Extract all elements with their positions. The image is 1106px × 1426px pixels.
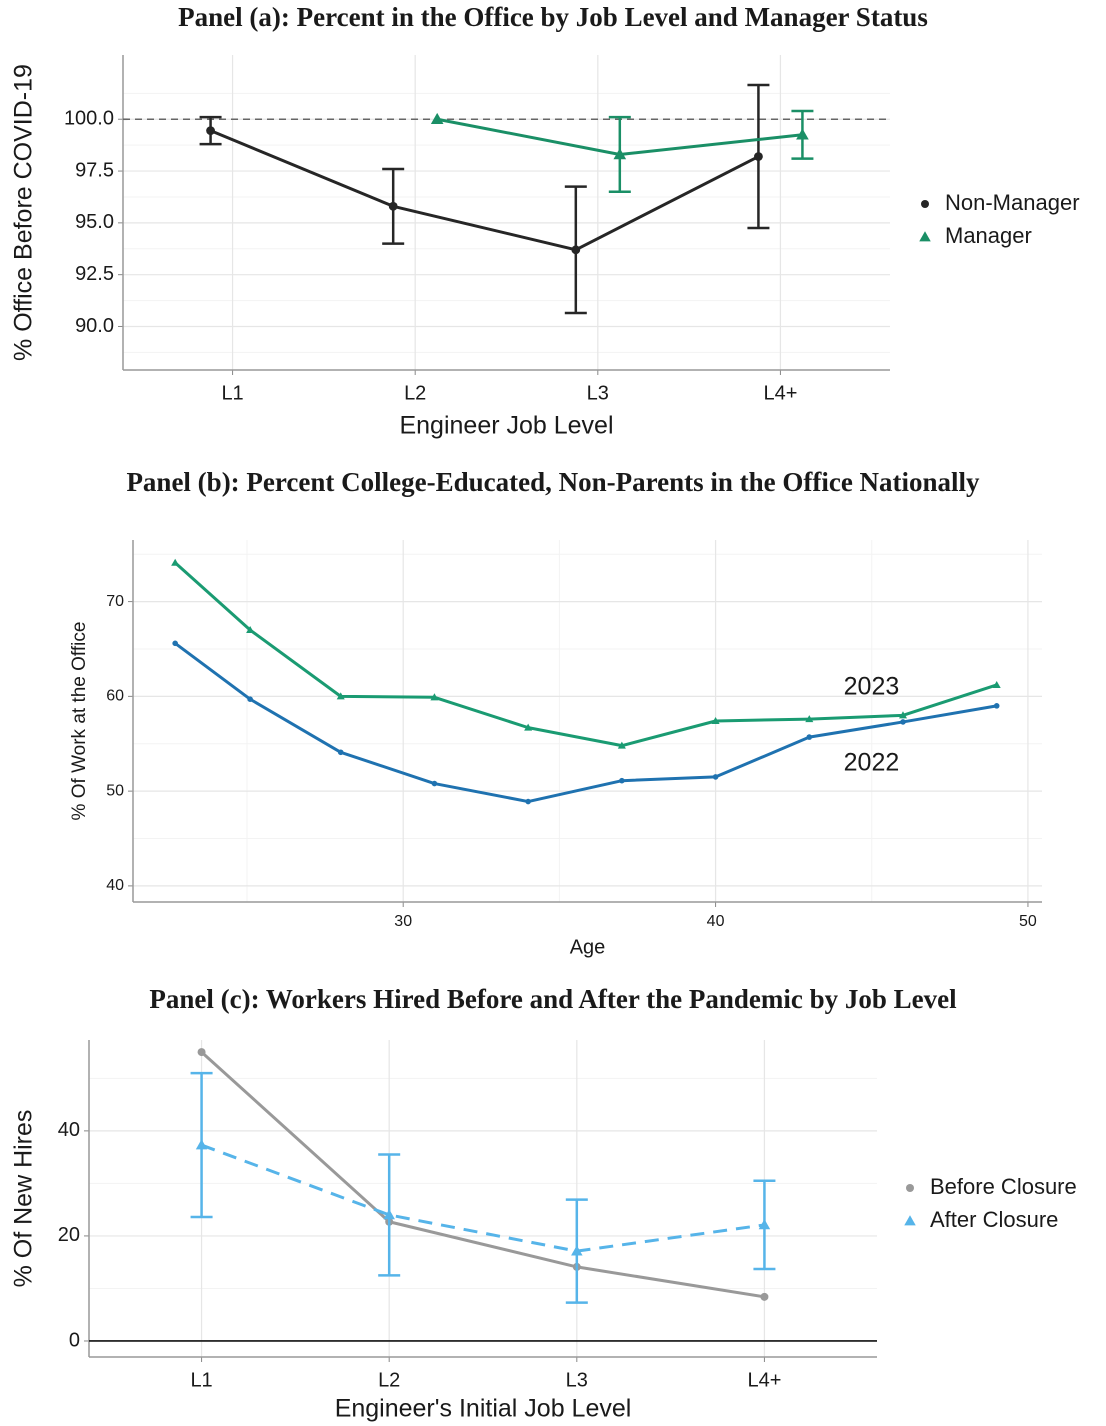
y-tick-label: 95.0 <box>75 211 114 233</box>
marker <box>992 680 1001 689</box>
series-line <box>200 1050 765 1299</box>
marker <box>571 245 581 255</box>
marker <box>806 734 813 740</box>
annotation: 2023 <box>844 672 900 700</box>
y-tick-label: 90.0 <box>75 315 114 337</box>
series-line <box>174 642 997 804</box>
x-tick-label: L3 <box>587 382 609 404</box>
x-tick-label: 30 <box>394 913 412 930</box>
marker <box>796 128 809 140</box>
panel: Panel (c): Workers Hired Before and Afte… <box>10 984 1077 1422</box>
marker <box>758 1219 771 1230</box>
marker <box>197 1048 206 1057</box>
marker <box>430 112 444 124</box>
x-axis-label: Engineer's Initial Job Level <box>335 1395 632 1423</box>
marker <box>617 741 626 749</box>
y-axis-label: % Office Before COVID-19 <box>10 64 38 361</box>
y-tick-label: 20 <box>58 1224 80 1246</box>
chart-title: Panel (a): Percent in the Office by Job … <box>178 2 928 32</box>
x-axis-label: Engineer Job Level <box>399 412 613 440</box>
x-tick-label: L2 <box>404 382 426 404</box>
marker <box>171 558 180 566</box>
marker <box>195 1139 208 1150</box>
y-tick-label: 50 <box>106 782 124 799</box>
y-tick-label: 100.0 <box>64 108 114 130</box>
marker <box>336 692 345 700</box>
marker <box>337 749 344 756</box>
marker <box>383 1209 395 1220</box>
marker <box>993 703 1000 709</box>
x-tick-label: 40 <box>707 913 725 930</box>
marker <box>388 201 398 211</box>
marker <box>805 715 814 723</box>
marker <box>206 126 215 136</box>
marker <box>172 640 178 647</box>
marker <box>900 719 906 725</box>
legend-label: Manager <box>945 223 1032 248</box>
marker <box>712 774 719 780</box>
y-tick-label: 0 <box>69 1329 80 1351</box>
legend-label: Non-Manager <box>945 190 1080 215</box>
marker <box>754 152 763 161</box>
series-line <box>209 129 760 252</box>
y-tick-label: 40 <box>58 1119 80 1141</box>
marker <box>898 711 908 719</box>
marker <box>247 696 253 703</box>
legend-marker <box>919 231 931 242</box>
panel: Panel (b): Percent College-Educated, Non… <box>69 467 1042 958</box>
chart-title: Panel (c): Workers Hired Before and Afte… <box>149 984 957 1014</box>
y-tick-label: 40 <box>106 877 124 894</box>
legend-label: After Closure <box>930 1207 1058 1232</box>
marker <box>571 1245 583 1256</box>
series-line <box>174 561 998 748</box>
y-tick-label: 92.5 <box>75 263 114 285</box>
y-axis-label: % Of Work at the Office <box>69 622 90 821</box>
legend-marker <box>921 200 929 208</box>
y-axis-label: % Of New Hires <box>10 1110 38 1288</box>
legend-marker <box>906 1184 914 1192</box>
x-tick-label: 50 <box>1019 913 1037 930</box>
x-tick-label: L1 <box>190 1369 212 1391</box>
x-axis-label: Age <box>570 936 606 958</box>
marker <box>430 693 439 701</box>
y-tick-label: 70 <box>106 593 124 610</box>
marker <box>760 1292 769 1301</box>
x-tick-label: L2 <box>378 1369 400 1391</box>
marker <box>525 798 531 805</box>
marker <box>246 626 255 634</box>
marker <box>524 723 533 731</box>
marker <box>711 716 720 725</box>
y-tick-label: 97.5 <box>75 159 114 181</box>
annotation: 2022 <box>844 748 900 776</box>
panel: Panel (a): Percent in the Office by Job … <box>10 2 1080 439</box>
x-tick-label: L4+ <box>747 1369 781 1391</box>
legend-marker <box>904 1215 916 1226</box>
y-tick-label: 60 <box>106 688 124 705</box>
legend-label: Before Closure <box>930 1174 1077 1199</box>
series-line <box>201 1143 765 1253</box>
x-tick-label: L1 <box>221 382 243 404</box>
x-tick-label: L4+ <box>763 382 797 404</box>
x-tick-label: L3 <box>566 1369 588 1391</box>
chart-title: Panel (b): Percent College-Educated, Non… <box>126 467 980 497</box>
marker <box>613 148 627 160</box>
marker <box>431 780 438 787</box>
marker <box>619 777 625 784</box>
